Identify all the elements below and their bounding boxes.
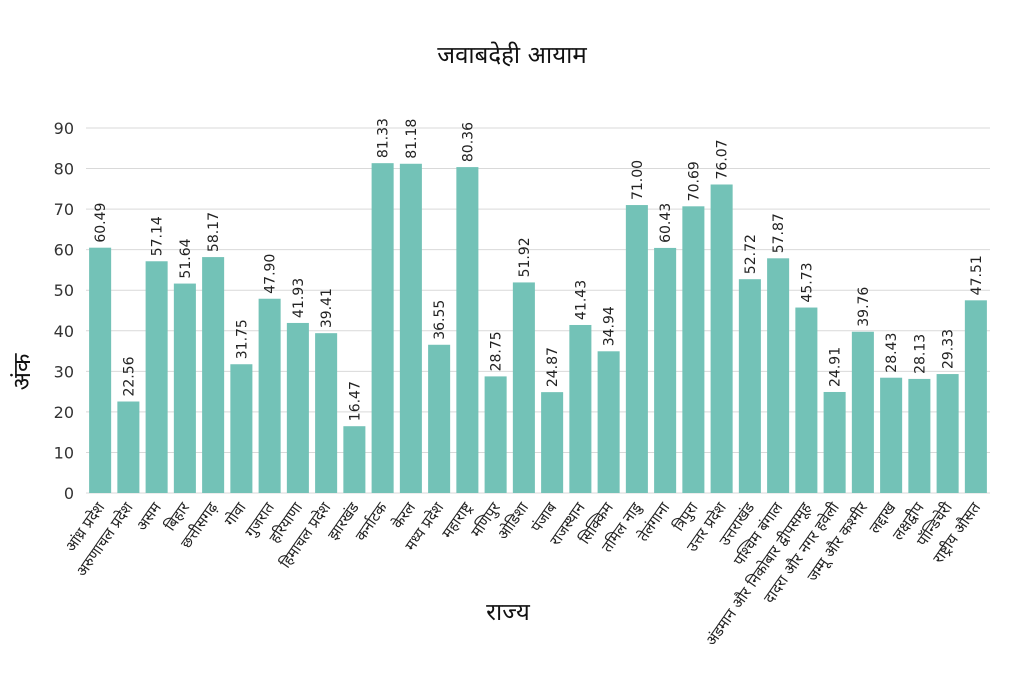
bar <box>936 374 959 493</box>
value-label: 51.64 <box>178 238 194 278</box>
x-axis-title: राज्य <box>486 598 531 626</box>
value-label: 34.94 <box>602 306 618 346</box>
bar <box>456 167 479 493</box>
bar <box>117 401 140 493</box>
value-label: 28.75 <box>489 331 505 371</box>
category-label: कर्नाटक <box>352 499 392 545</box>
y-axis-title: अंक <box>8 353 36 390</box>
bar <box>964 300 987 493</box>
bar <box>880 377 903 493</box>
y-tick-label: 50 <box>54 281 74 300</box>
bar <box>569 324 592 493</box>
value-label: 80.36 <box>460 122 476 162</box>
category-label: असम <box>133 498 166 534</box>
y-tick-label: 30 <box>54 362 74 381</box>
value-label: 52.72 <box>743 234 759 274</box>
value-label: 58.17 <box>206 212 222 252</box>
bar <box>428 344 451 493</box>
bars <box>89 163 987 494</box>
value-label: 76.07 <box>715 139 731 179</box>
bar <box>145 261 168 493</box>
value-label: 60.43 <box>658 203 674 243</box>
y-tick-label: 0 <box>64 484 74 503</box>
bar <box>371 163 394 493</box>
bar <box>484 376 507 493</box>
bar <box>173 283 196 493</box>
category-labels: आंध्र प्रदेशअरुणाचल प्रदेशअसमबिहारछत्तीस… <box>62 498 985 650</box>
bar <box>710 184 733 493</box>
bar <box>625 205 648 494</box>
bar <box>399 163 422 493</box>
y-tick-label: 90 <box>54 119 74 138</box>
value-label: 81.33 <box>376 118 392 158</box>
bar <box>908 378 931 493</box>
bar <box>343 426 366 493</box>
value-label: 39.76 <box>856 287 872 327</box>
value-label: 45.73 <box>799 262 815 302</box>
bar <box>89 247 112 493</box>
y-tick-label: 80 <box>54 160 74 179</box>
bar <box>738 279 761 493</box>
value-label: 47.51 <box>969 255 985 295</box>
value-label: 51.92 <box>517 237 533 277</box>
y-tick-label: 40 <box>54 322 74 341</box>
chart-title: जवाबदेही आयाम <box>437 41 587 69</box>
value-label: 16.47 <box>347 381 363 421</box>
value-label: 57.87 <box>771 213 787 253</box>
value-label: 71.00 <box>630 160 646 200</box>
value-label: 22.56 <box>121 356 137 396</box>
y-tick-labels: 0 10 20 30 40 50 60 70 80 90 <box>54 119 74 503</box>
bar <box>597 351 620 493</box>
value-label: 31.75 <box>234 319 250 359</box>
value-label: 41.93 <box>291 278 307 318</box>
bar <box>541 392 564 493</box>
value-label: 24.91 <box>828 347 844 387</box>
category-label: महाराष्ट्र <box>438 499 476 542</box>
bar <box>512 282 535 493</box>
value-label: 70.69 <box>686 161 702 201</box>
bar <box>851 331 874 493</box>
bar <box>286 322 309 493</box>
category-label: तेलंगाना <box>634 498 674 545</box>
value-label: 81.18 <box>404 119 420 159</box>
bar <box>795 307 818 493</box>
value-label: 60.49 <box>93 203 109 243</box>
value-label: 47.90 <box>263 254 279 294</box>
value-label: 39.41 <box>319 288 335 328</box>
value-label: 24.87 <box>545 347 561 387</box>
y-tick-label: 20 <box>54 403 74 422</box>
value-label: 28.43 <box>884 333 900 373</box>
bar <box>315 333 338 493</box>
y-tick-label: 70 <box>54 200 74 219</box>
category-label: ओडिशा <box>494 498 533 543</box>
y-tick-label: 60 <box>54 241 74 260</box>
bar <box>230 364 253 493</box>
value-label: 36.55 <box>432 300 448 340</box>
bar <box>258 298 281 493</box>
value-label: 28.13 <box>912 334 928 374</box>
bar <box>202 257 225 493</box>
value-label: 57.14 <box>150 216 166 256</box>
bar <box>823 391 846 493</box>
bar <box>654 247 677 493</box>
value-labels: 60.49 22.56 57.14 51.64 58.17 31.75 47.90 41.93… <box>93 118 985 421</box>
value-label: 41.43 <box>573 280 589 320</box>
bar <box>767 258 790 493</box>
bar <box>682 206 705 493</box>
y-tick-label: 10 <box>54 443 74 462</box>
value-label: 29.33 <box>941 329 957 369</box>
